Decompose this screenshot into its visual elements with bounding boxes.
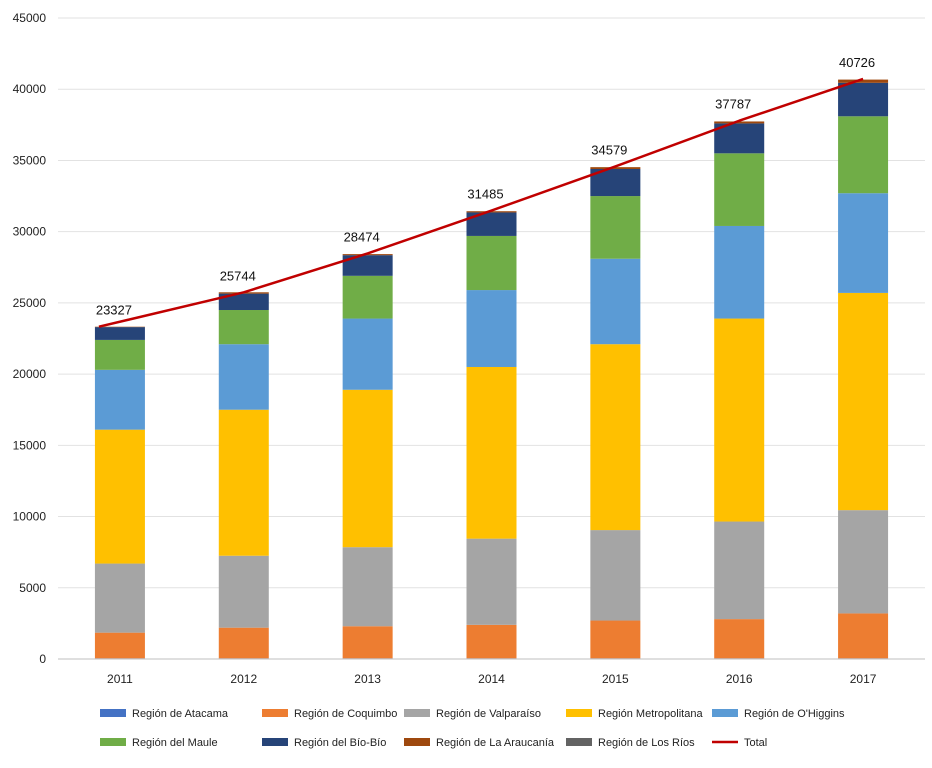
- bar-2011-series-4: [94, 369, 145, 430]
- bar-2016-series-6: [714, 123, 765, 154]
- y-tick-label-0: 0: [39, 652, 46, 666]
- legend-swatch-0: [100, 709, 126, 717]
- y-tick-label-45000: 45000: [13, 11, 47, 25]
- bar-2016-series-2: [714, 521, 765, 620]
- y-tick-label-5000: 5000: [19, 581, 46, 595]
- data-label-2014: 31485: [467, 187, 503, 202]
- x-tick-label-2015: 2015: [602, 672, 629, 686]
- bar-2015-series-3: [590, 344, 641, 531]
- data-label-2012: 25744: [220, 268, 256, 283]
- bar-2012-series-1: [218, 627, 269, 659]
- bar-2012-series-2: [218, 555, 269, 628]
- legend-label-5: Región del Maule: [132, 737, 218, 749]
- legend-label-9: Total: [744, 737, 767, 749]
- bar-2012-series-5: [218, 310, 269, 345]
- legend-swatch-6: [262, 738, 288, 746]
- bar-2014-series-6: [466, 212, 517, 236]
- bar-2011-series-6: [94, 327, 145, 340]
- bar-2011-series-5: [94, 339, 145, 370]
- bar-2016-series-7: [714, 121, 765, 124]
- legend-swatch-5: [100, 738, 126, 746]
- bar-2017-series-3: [838, 292, 889, 511]
- bar-2015-series-7: [590, 167, 641, 169]
- bar-2015-series-5: [590, 196, 641, 259]
- bar-2017-series-2: [838, 510, 889, 614]
- data-label-2015: 34579: [591, 142, 627, 157]
- bar-2012-series-6: [218, 293, 269, 311]
- x-tick-label-2017: 2017: [850, 672, 877, 686]
- y-tick-label-30000: 30000: [13, 225, 47, 239]
- y-tick-label-15000: 15000: [13, 438, 47, 452]
- bar-2016-series-1: [714, 619, 765, 659]
- legend-label-3: Región Metropolitana: [598, 708, 703, 720]
- bar-2015-series-4: [590, 258, 641, 345]
- bar-2017-series-7: [838, 79, 889, 83]
- bar-2016-series-5: [714, 153, 765, 226]
- legend-label-0: Región de Atacama: [132, 708, 229, 720]
- bar-2011-series-3: [94, 429, 145, 564]
- legend-swatch-2: [404, 709, 430, 717]
- y-tick-label-20000: 20000: [13, 367, 47, 381]
- bar-2014-series-1: [466, 624, 517, 659]
- bar-2013-series-1: [342, 626, 393, 659]
- bar-2016-series-4: [714, 225, 765, 319]
- bar-2014-series-5: [466, 235, 517, 291]
- bar-2015-series-2: [590, 530, 641, 621]
- x-tick-label-2011: 2011: [107, 672, 133, 686]
- total-line: [98, 77, 864, 328]
- x-tick-label-2013: 2013: [354, 672, 381, 686]
- y-tick-label-35000: 35000: [13, 153, 47, 167]
- legend-swatch-1: [262, 709, 288, 717]
- data-label-2016: 37787: [715, 97, 751, 112]
- legend-label-2: Región de Valparaíso: [436, 708, 541, 720]
- data-label-2011: 23327: [96, 303, 132, 318]
- bar-2014-series-3: [466, 366, 517, 539]
- legend-swatch-3: [566, 709, 592, 717]
- legend-swatch-4: [712, 709, 738, 717]
- legend-label-1: Región de Coquimbo: [294, 708, 397, 720]
- x-tick-label-2014: 2014: [478, 672, 505, 686]
- bar-2013-series-2: [342, 547, 393, 627]
- legend-label-8: Región de Los Ríos: [598, 737, 695, 749]
- y-tick-label-10000: 10000: [13, 510, 47, 524]
- legend-label-7: Región de La Araucanía: [436, 737, 555, 749]
- data-label-2017: 40726: [839, 55, 875, 70]
- bar-2013-series-3: [342, 389, 393, 548]
- bar-2014-series-4: [466, 290, 517, 367]
- bar-2011-series-1: [94, 632, 145, 659]
- bar-2016-series-3: [714, 318, 765, 522]
- legend-swatch-8: [566, 738, 592, 746]
- bar-2015-series-1: [590, 620, 641, 659]
- bar-2011-series-2: [94, 563, 145, 633]
- legend-label-6: Región del Bío-Bío: [294, 737, 386, 749]
- bar-2013-series-4: [342, 318, 393, 390]
- y-tick-label-25000: 25000: [13, 296, 47, 310]
- bar-2012-series-3: [218, 409, 269, 556]
- bar-2017-series-1: [838, 613, 889, 659]
- bar-2014-series-2: [466, 538, 517, 625]
- bar-2013-series-6: [342, 255, 393, 276]
- x-tick-label-2012: 2012: [230, 672, 257, 686]
- data-label-2013: 28474: [344, 229, 380, 244]
- bar-2017-series-4: [838, 193, 889, 293]
- bar-2013-series-5: [342, 275, 393, 319]
- y-tick-label-40000: 40000: [13, 82, 47, 96]
- bar-2012-series-4: [218, 344, 269, 410]
- legend-swatch-7: [404, 738, 430, 746]
- bar-2017-series-6: [838, 82, 889, 117]
- x-tick-label-2016: 2016: [726, 672, 753, 686]
- bar-2017-series-5: [838, 116, 889, 194]
- legend-label-4: Región de O'Higgins: [744, 708, 845, 720]
